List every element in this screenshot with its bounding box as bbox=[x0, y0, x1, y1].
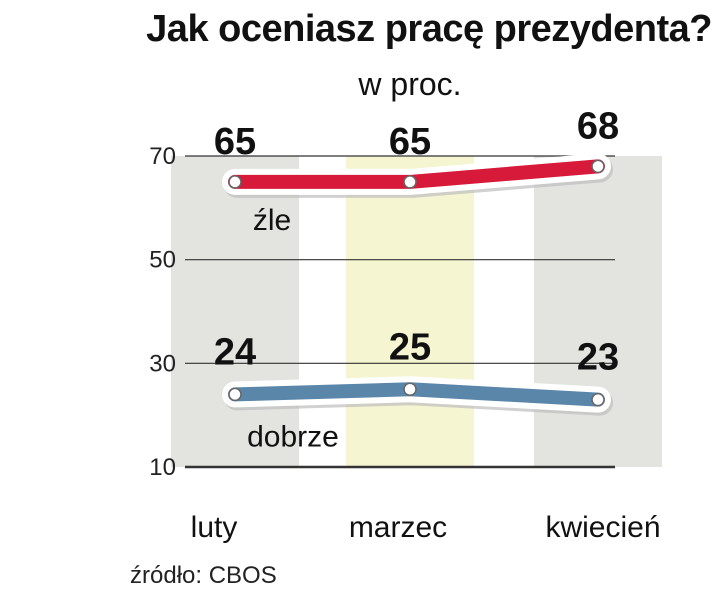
series-name-label: źle bbox=[253, 204, 291, 237]
chart-title: Jak oceniasz pracę prezydenta? bbox=[146, 8, 712, 50]
data-point bbox=[228, 175, 242, 189]
data-point bbox=[591, 159, 605, 174]
source-note: źródło: CBOS bbox=[130, 562, 277, 589]
data-label: 25 bbox=[389, 326, 431, 368]
y-tick-label: 10 bbox=[149, 454, 176, 481]
data-label: 65 bbox=[214, 121, 256, 163]
band-marzec bbox=[346, 156, 474, 467]
data-label: 65 bbox=[389, 121, 431, 163]
band-luty bbox=[171, 156, 299, 467]
x-tick-label-1: marzec bbox=[349, 511, 447, 544]
data-point bbox=[591, 392, 605, 407]
data-label: 23 bbox=[577, 337, 619, 379]
data-point bbox=[403, 175, 417, 189]
data-point bbox=[403, 382, 417, 396]
y-tick-label: 70 bbox=[149, 143, 176, 170]
series-name-label: dobrze bbox=[247, 420, 339, 453]
y-tick-label: 50 bbox=[149, 247, 176, 274]
unit-label: w proc. bbox=[358, 66, 462, 102]
data-label: 24 bbox=[214, 331, 256, 373]
y-tick-label: 30 bbox=[149, 350, 176, 377]
band-kwiecień bbox=[534, 156, 662, 467]
data-label: 68 bbox=[577, 105, 619, 147]
data-point bbox=[228, 387, 242, 402]
x-tick-label-0: luty bbox=[191, 511, 238, 544]
x-tick-label-2: kwiecień bbox=[545, 511, 660, 544]
